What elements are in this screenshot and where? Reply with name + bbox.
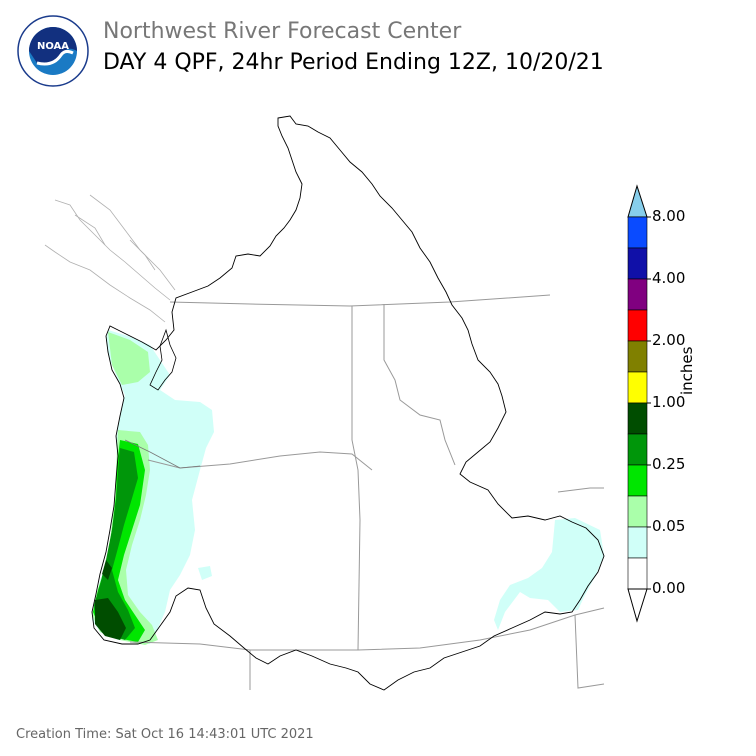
columbia-river xyxy=(124,439,201,469)
colorbar-swatch xyxy=(627,402,648,435)
colorbar-swatch xyxy=(627,557,648,590)
noaa-logo: NOAA xyxy=(17,15,89,87)
product-title: DAY 4 QPF, 24hr Period Ending 12Z, 10/20… xyxy=(103,50,604,75)
precip-very-heavy-area xyxy=(95,598,126,640)
colorbar-swatch xyxy=(627,247,648,280)
agency-title: Northwest River Forecast Center xyxy=(103,19,462,44)
colorbar-label: 2.00 xyxy=(652,331,686,349)
coastline-canada xyxy=(44,194,176,323)
colorbar-swatch xyxy=(627,526,648,559)
colorbar-label: 0.00 xyxy=(652,579,686,597)
colorbar-bottom-arrow xyxy=(627,588,648,623)
precip-heavy-area xyxy=(94,448,138,640)
colorbar-label: 1.00 xyxy=(652,393,686,411)
colorbar-swatch xyxy=(627,340,648,373)
state-lines xyxy=(129,294,605,690)
creation-time: Creation Time: Sat Oct 16 14:43:01 UTC 2… xyxy=(16,727,314,742)
colorbar-swatch xyxy=(627,309,648,342)
precip-field xyxy=(92,330,604,645)
colorbar-swatch xyxy=(627,278,648,311)
colorbar-unit-label: inches xyxy=(678,346,696,395)
colorbar-label: 8.00 xyxy=(652,207,686,225)
precip-trace-area-east xyxy=(494,518,604,630)
precip-light-area xyxy=(108,332,150,385)
colorbar-top-arrow xyxy=(627,184,648,218)
colorbar-swatch xyxy=(627,433,648,466)
colorbar-swatch xyxy=(627,495,648,528)
colorbar-label: 4.00 xyxy=(652,269,686,287)
colorbar-label: 0.05 xyxy=(652,517,686,535)
colorbar-swatch xyxy=(627,216,648,249)
colorbar-swatch xyxy=(627,371,648,404)
basin-boundary xyxy=(91,115,605,691)
puget-sound xyxy=(149,328,177,391)
colorbar-label: 0.25 xyxy=(652,455,686,473)
colorbar-swatch xyxy=(627,464,648,497)
logo-text: NOAA xyxy=(37,41,69,52)
